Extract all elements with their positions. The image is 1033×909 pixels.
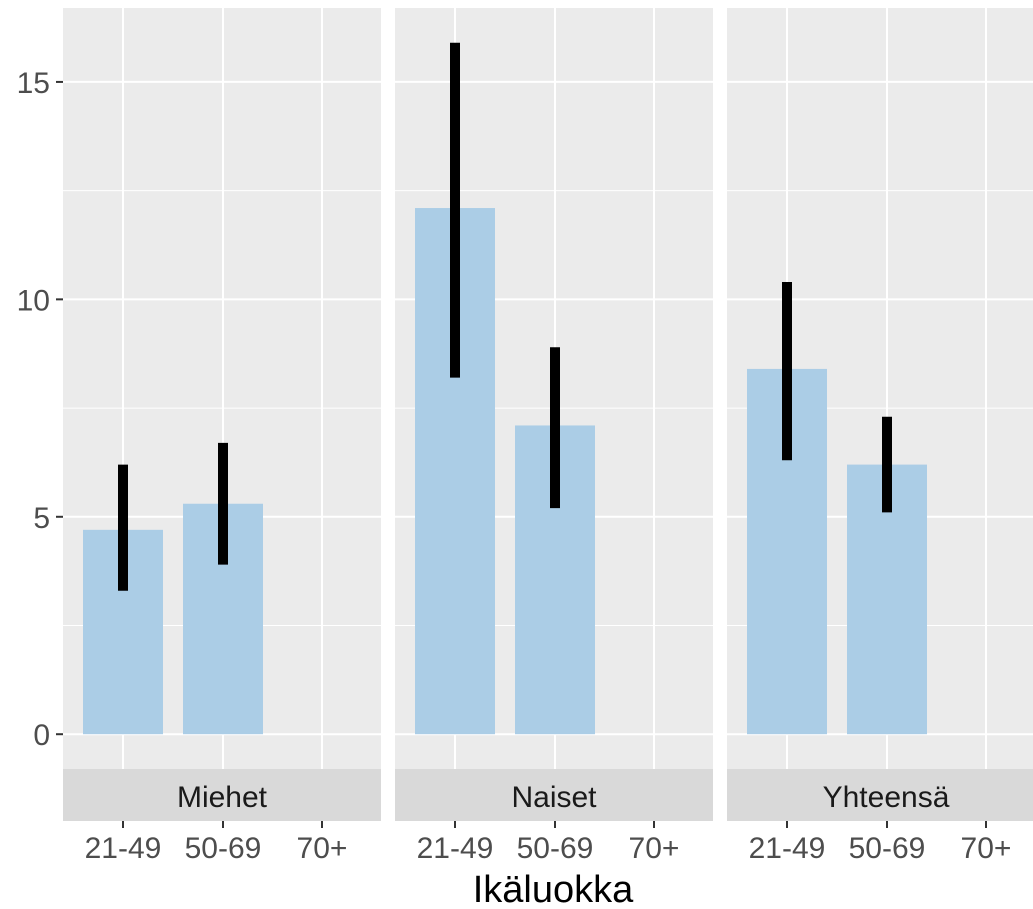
y-axis: 0 5 10 15 <box>17 67 63 752</box>
x-axis-title: Ikäluokka <box>473 869 634 909</box>
facet-label: Naiset <box>511 781 597 814</box>
y-tick-label: 15 <box>17 67 50 100</box>
x-tick-label: 21-49 <box>749 832 826 865</box>
x-tick-label: 21-49 <box>417 832 494 865</box>
x-tick-label: 70+ <box>629 832 680 865</box>
facet-strip <box>727 769 1033 821</box>
x-tick-label: 21-49 <box>85 832 162 865</box>
x-tick-label: 50-69 <box>849 832 926 865</box>
facet-strip <box>395 769 713 821</box>
x-tick-label: 70+ <box>961 832 1012 865</box>
x-tick-label: 50-69 <box>517 832 594 865</box>
facet-panel: Yhteensä 21-49 50-69 70+ <box>727 8 1033 865</box>
y-tick-label: 10 <box>17 284 50 317</box>
x-tick-label: 50-69 <box>185 832 262 865</box>
facet-panel: Miehet 21-49 50-69 70+ <box>63 8 381 865</box>
y-tick-label: 5 <box>33 502 50 535</box>
y-tick-label: 0 <box>33 719 50 752</box>
x-tick-label: 70+ <box>297 832 348 865</box>
facet-strip <box>63 769 381 821</box>
facet-label: Yhteensä <box>823 781 950 814</box>
facet-label: Miehet <box>177 781 268 814</box>
facet-panel: Naiset 21-49 50-69 70+ <box>395 8 713 865</box>
